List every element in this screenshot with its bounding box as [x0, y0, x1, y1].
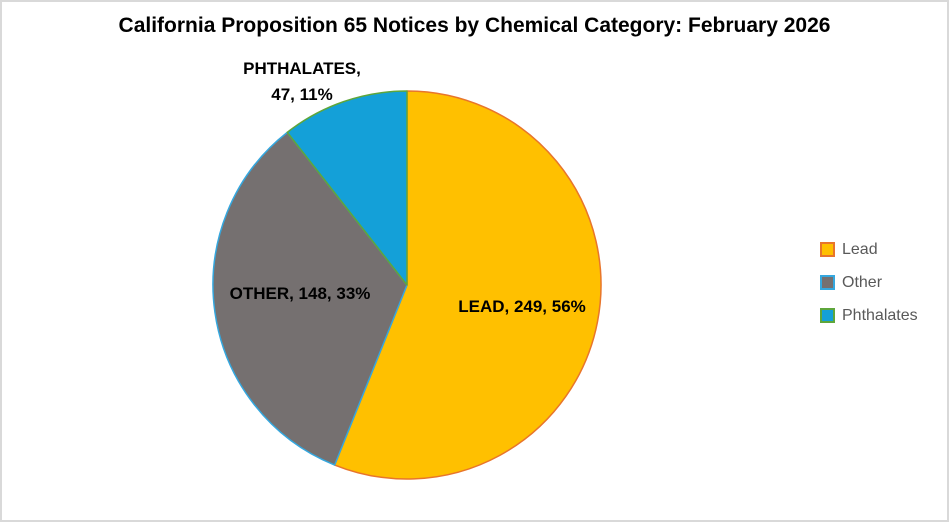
legend-swatch-phthalates	[820, 308, 835, 323]
pie-chart	[212, 90, 602, 480]
data-label-phthalates-line2: 47, 11%	[271, 85, 333, 104]
pie-slice-lead	[333, 90, 602, 480]
legend: Lead Other Phthalates	[820, 242, 918, 341]
data-label-lead: LEAD, 249, 56%	[458, 297, 586, 316]
data-label-other: OTHER, 148, 33%	[229, 284, 371, 303]
pie-slice-phthalates	[286, 90, 408, 286]
legend-label-phthalates: Phthalates	[842, 307, 918, 324]
legend-swatch-lead	[820, 242, 835, 257]
legend-swatch-other	[820, 275, 835, 290]
legend-item-phthalates: Phthalates	[820, 307, 918, 324]
legend-item-other: Other	[820, 274, 918, 291]
chart-title: California Proposition 65 Notices by Che…	[118, 14, 831, 37]
pie-slice-other	[212, 131, 408, 466]
data-label-phthalates: PHTHALATES, 47, 11%	[243, 56, 361, 108]
legend-label-lead: Lead	[842, 241, 878, 258]
legend-label-other: Other	[842, 274, 883, 291]
legend-item-lead: Lead	[820, 241, 918, 258]
data-label-phthalates-line1: PHTHALATES,	[243, 59, 361, 78]
